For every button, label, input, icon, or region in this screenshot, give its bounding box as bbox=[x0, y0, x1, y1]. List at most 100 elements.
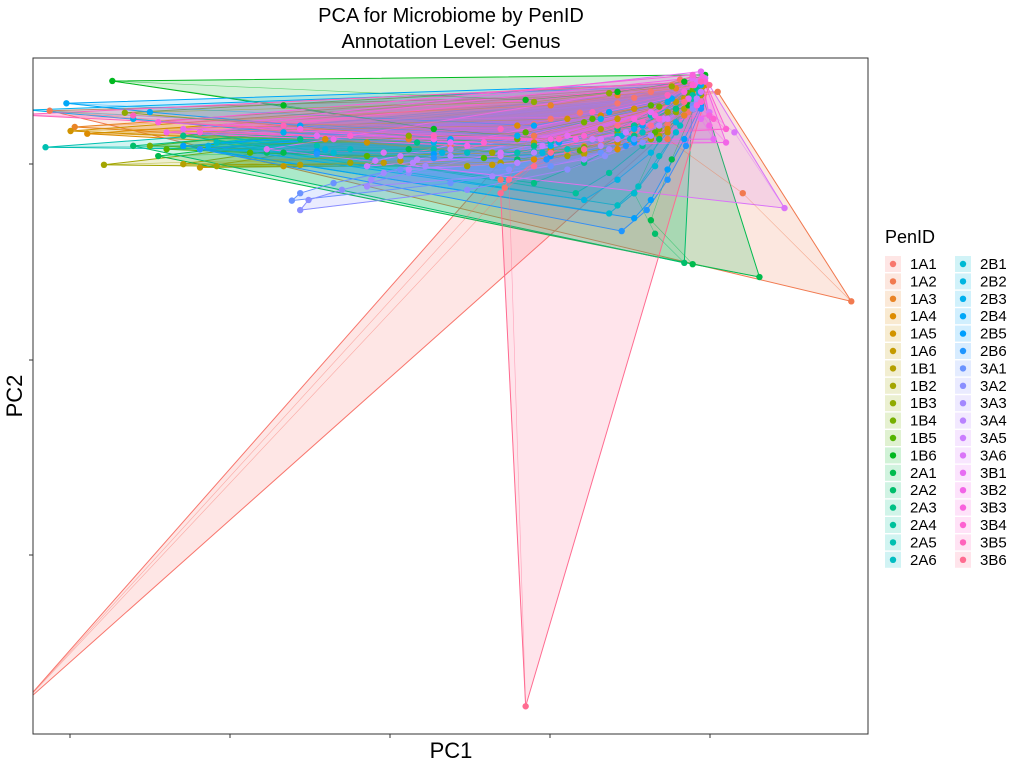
point-3B3-4 bbox=[689, 71, 696, 79]
legend-label-2B2: 2B2 bbox=[980, 273, 1007, 290]
point-3B6-3 bbox=[547, 149, 554, 156]
legend-item-1A2: 1A2 bbox=[885, 273, 937, 290]
legend-label-3B5: 3B5 bbox=[980, 534, 1007, 551]
point-3A3-1 bbox=[363, 183, 371, 190]
legend-item-3A6: 3A6 bbox=[955, 447, 1007, 464]
point-1A2-8 bbox=[664, 135, 671, 143]
point-3A4-10 bbox=[409, 159, 417, 166]
legend-item-3A1: 3A1 bbox=[955, 360, 1007, 377]
point-1A6-10 bbox=[280, 162, 287, 170]
point-3B5-10 bbox=[130, 112, 137, 119]
point-2B2-9 bbox=[322, 146, 329, 153]
point-2B6-9 bbox=[313, 150, 321, 158]
point-2B2-3 bbox=[647, 149, 655, 156]
legend-dot-3A2 bbox=[959, 382, 967, 389]
point-3A1-1 bbox=[288, 197, 296, 204]
point-3A2-2 bbox=[464, 186, 471, 194]
point-3B2-7 bbox=[572, 135, 579, 143]
point-1B5-2 bbox=[522, 129, 529, 136]
legend-label-2B1: 2B1 bbox=[980, 256, 1007, 273]
legend-item-1B3: 1B3 bbox=[885, 395, 937, 412]
point-2B5-3 bbox=[664, 166, 671, 173]
legend-item-1B4: 1B4 bbox=[885, 412, 937, 430]
point-1B6-3 bbox=[614, 88, 621, 96]
point-2B1-3 bbox=[651, 162, 659, 170]
point-2B6-4 bbox=[682, 142, 690, 150]
point-3A6-10 bbox=[263, 146, 270, 153]
point-2B1-1 bbox=[605, 210, 613, 217]
point-3B1-7 bbox=[564, 132, 571, 139]
point-2A1-3 bbox=[647, 217, 655, 224]
point-3A5-9 bbox=[397, 152, 404, 160]
legend-label-1B6: 1B6 bbox=[910, 447, 937, 464]
point-3B4-4 bbox=[689, 81, 696, 89]
point-2A2-1 bbox=[681, 259, 688, 267]
plot-area bbox=[29, 57, 869, 738]
point-2B4-10 bbox=[146, 108, 154, 116]
legend-label-2B5: 2B5 bbox=[980, 326, 1007, 343]
point-3A1-10 bbox=[297, 190, 304, 197]
legend-item-2A5: 2A5 bbox=[885, 534, 937, 551]
point-3A5-8 bbox=[447, 146, 454, 153]
point-1B4-1 bbox=[146, 142, 154, 150]
point-3B2-2 bbox=[706, 122, 713, 129]
point-3A1-3 bbox=[547, 162, 554, 170]
point-2A1-10 bbox=[155, 152, 162, 160]
point-2A6-10 bbox=[213, 139, 220, 146]
legend-label-1B1: 1B1 bbox=[910, 360, 937, 377]
point-2B5-10 bbox=[180, 142, 187, 150]
legend-label-1B4: 1B4 bbox=[910, 413, 937, 430]
legend-item-3B1: 3B1 bbox=[955, 464, 1007, 482]
legend-dot-3B1 bbox=[959, 469, 967, 476]
legend-item-2A2: 2A2 bbox=[885, 482, 937, 499]
point-2A3-7 bbox=[530, 142, 538, 150]
legend-label-1A5: 1A5 bbox=[910, 326, 937, 343]
legend-label-2B6: 2B6 bbox=[980, 343, 1007, 360]
legend-label-3A1: 3A1 bbox=[980, 360, 1007, 377]
legend-label-2B3: 2B3 bbox=[980, 291, 1007, 308]
point-2A3-4 bbox=[672, 105, 680, 112]
point-3A2-1 bbox=[297, 206, 304, 214]
point-2B4-1 bbox=[63, 100, 70, 107]
point-3B1-1 bbox=[710, 135, 717, 143]
point-1B2-9 bbox=[347, 159, 354, 166]
legend-label-2A4: 2A4 bbox=[910, 517, 937, 534]
legend-dot-3A4 bbox=[959, 417, 967, 424]
legend-item-1A1: 1A1 bbox=[885, 256, 937, 273]
point-1B3-1 bbox=[121, 109, 129, 116]
point-2B3-2 bbox=[514, 132, 521, 139]
legend-label-1B2: 1B2 bbox=[910, 378, 937, 395]
point-3A2-9 bbox=[338, 186, 346, 194]
legend-label-2A5: 2A5 bbox=[910, 534, 937, 551]
point-3B5-6 bbox=[639, 119, 646, 126]
point-3B5-7 bbox=[555, 135, 563, 143]
point-3B6-7 bbox=[647, 122, 655, 129]
point-1B3-4 bbox=[668, 83, 675, 90]
point-2B6-6 bbox=[622, 142, 630, 150]
legend-item-1B5: 1B5 bbox=[885, 430, 937, 447]
legend-item-3B3: 3B3 bbox=[955, 500, 1007, 517]
point-3A3-8 bbox=[422, 162, 429, 170]
point-3B1-9 bbox=[313, 132, 321, 139]
point-1A6-3 bbox=[614, 115, 621, 123]
legend-label-1B3: 1B3 bbox=[910, 395, 937, 412]
point-3B6-8 bbox=[580, 146, 588, 153]
point-1A4-2 bbox=[514, 122, 521, 129]
legend-item-3A4: 3A4 bbox=[955, 412, 1007, 430]
point-1A1-3 bbox=[501, 184, 508, 191]
point-2A2-10 bbox=[130, 142, 137, 150]
point-3A4-6 bbox=[614, 135, 621, 143]
point-3B4-6 bbox=[656, 115, 663, 123]
legend-item-2B6: 2B6 bbox=[955, 343, 1007, 360]
point-3B4-10 bbox=[196, 129, 204, 136]
point-3B5-3 bbox=[589, 108, 596, 116]
point-1A5-2 bbox=[564, 115, 571, 123]
point-1A1-2 bbox=[497, 176, 504, 183]
legend-dot-2A6 bbox=[889, 556, 897, 563]
point-3B6-6 bbox=[706, 81, 713, 89]
point-3A4-2 bbox=[514, 159, 521, 166]
point-2A3-8 bbox=[413, 139, 421, 146]
point-1B2-8 bbox=[464, 162, 471, 170]
point-3B6-5 bbox=[681, 98, 688, 106]
point-1A1-16 bbox=[664, 121, 671, 128]
